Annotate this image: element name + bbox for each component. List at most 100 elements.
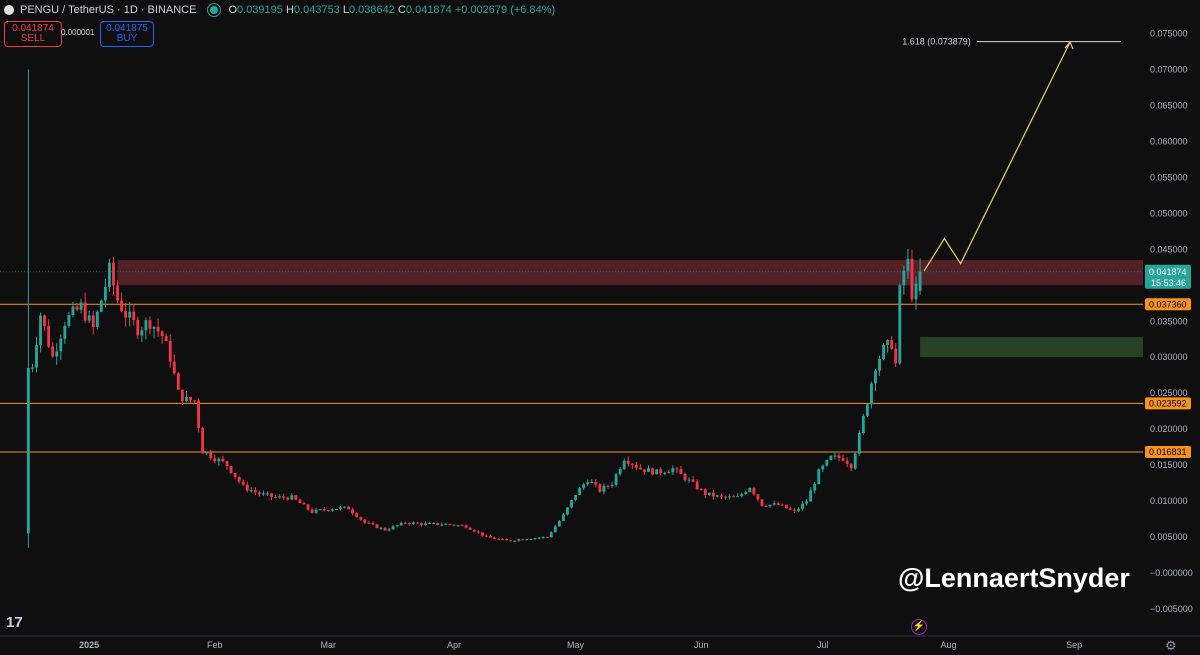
candle-body (448, 523, 452, 525)
candle-body (910, 258, 914, 300)
level-price-tag (1145, 445, 1191, 458)
candle-body (420, 523, 423, 525)
x-tick-label: Jul (817, 640, 829, 650)
candle-body (699, 489, 703, 491)
candle-body (424, 523, 428, 525)
support-zone (920, 337, 1143, 358)
y-tick-label: 0.060000 (1150, 136, 1188, 146)
candle-body (768, 504, 772, 507)
candle-body (136, 319, 140, 336)
candle-body (99, 300, 103, 312)
candle-body (326, 510, 330, 512)
candle-body (120, 300, 124, 312)
candle-body (744, 492, 748, 495)
candle-body (509, 540, 513, 542)
candle-body (229, 466, 233, 474)
gear-icon[interactable]: ⚙ (1165, 638, 1177, 653)
candle-body (428, 523, 432, 525)
candle-body (367, 522, 371, 524)
candle-body (707, 492, 711, 496)
price-axis (1143, 0, 1200, 655)
candle-body (578, 487, 582, 495)
candle-body (829, 455, 833, 460)
candle-body (112, 262, 115, 286)
candle-body (594, 482, 598, 485)
candle-body (760, 499, 764, 507)
candle-body (403, 522, 407, 524)
candle-body (845, 460, 849, 464)
buy-label: BUY (116, 33, 138, 44)
candle-body (371, 522, 375, 525)
candle-body (724, 496, 727, 498)
candle-body (379, 527, 383, 529)
candle-body (817, 469, 821, 485)
tradingview-logo-icon[interactable]: 17 (6, 614, 23, 631)
candle-body (793, 509, 796, 511)
candle-body (590, 482, 594, 484)
buy-button[interactable]: 0.041875 BUY (100, 21, 154, 47)
candle-body (197, 400, 201, 428)
candle-body (440, 524, 444, 526)
candle-body (841, 458, 845, 461)
candle-body (294, 495, 298, 500)
candle-body (375, 524, 379, 529)
market-status-icon (207, 3, 222, 17)
candle-body (221, 458, 225, 462)
candle-body (432, 522, 436, 524)
candle-body (553, 526, 557, 533)
y-tick-label: 0.015000 (1150, 460, 1188, 470)
candle-body (444, 523, 448, 525)
candle-body (679, 469, 683, 474)
chart-header: PENGU / TetherUS · 1D · BINANCE O0.03919… (4, 3, 556, 17)
y-tick-label: 0.070000 (1150, 64, 1188, 74)
candle-body (711, 492, 715, 497)
ohlc-readout: O0.039195 H0.043753 L0.038642 C0.041874 … (228, 4, 556, 16)
candle-body (776, 503, 780, 505)
candle-body (638, 467, 642, 470)
level-price-label: 0.037360 (1149, 299, 1187, 309)
lightning-icon[interactable]: ⚡ (911, 619, 927, 635)
candle-body (720, 495, 723, 497)
candle-body (185, 396, 188, 402)
candle-body (833, 455, 837, 457)
current-price-label: 0.041874 (1149, 267, 1187, 277)
candle-body (655, 469, 659, 475)
candle-body (740, 494, 744, 497)
candle-body (468, 527, 472, 530)
candle-body (898, 285, 902, 364)
candle-body (813, 484, 817, 491)
symbol-title[interactable]: PENGU / TetherUS · 1D · BINANCE (20, 4, 197, 16)
y-tick-label: −0.000000 (1150, 568, 1193, 578)
candle-body (772, 503, 776, 505)
candle-body (160, 331, 164, 337)
candle-body (537, 537, 541, 539)
y-tick-label: 0.025000 (1150, 388, 1188, 398)
candle-body (464, 525, 468, 528)
x-tick-label: 2025 (79, 640, 99, 650)
level-price-label: 0.023592 (1149, 398, 1187, 408)
candle-body (647, 468, 650, 472)
candle-body (853, 453, 857, 469)
candle-body (103, 286, 107, 301)
candle-body (622, 460, 626, 469)
candle-body (209, 452, 213, 459)
candle-body (614, 474, 618, 485)
candle-body (480, 532, 484, 536)
candle-body (330, 509, 334, 511)
candle-body (83, 302, 87, 321)
level-price-label: 0.016831 (1149, 447, 1187, 457)
candle-body (257, 492, 261, 495)
candle-body (274, 496, 278, 498)
candle-body (561, 514, 565, 521)
candle-body (172, 361, 176, 374)
projection-arrow-icon (1064, 40, 1074, 50)
candle-body (906, 258, 910, 271)
sell-button[interactable]: 0.041874 SELL (4, 21, 62, 47)
candle-body (671, 468, 675, 473)
candle-body (355, 513, 359, 518)
candle-body (663, 472, 667, 474)
candle-body (489, 535, 492, 538)
countdown-label: 15:53:46 (1151, 278, 1186, 288)
candle-body (63, 325, 67, 339)
